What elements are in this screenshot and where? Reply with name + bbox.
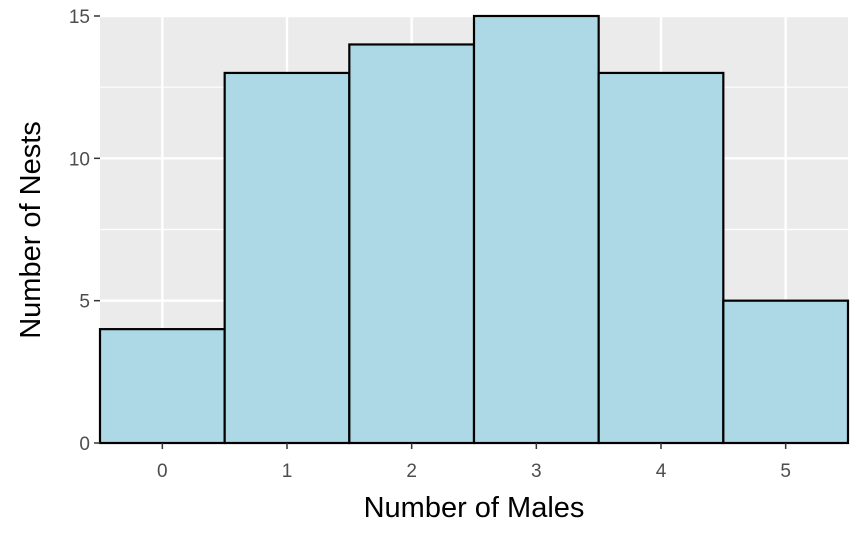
y-tick-label: 15 [69, 7, 90, 28]
axes: 0 5 10 15 0 1 2 3 4 5 [69, 7, 791, 482]
y-tick-label: 10 [69, 149, 90, 170]
bar-0 [98, 328, 226, 445]
bar-4 [597, 71, 725, 445]
bar-1 [223, 71, 351, 445]
x-tick-label: 0 [157, 461, 168, 482]
bar-3 [472, 14, 600, 445]
x-axis-title: Number of Males [364, 492, 585, 524]
y-tick-label: 5 [79, 292, 90, 313]
y-axis-title: Number of Nests [15, 121, 47, 339]
x-tick-label: 1 [282, 461, 293, 482]
y-tick-label: 0 [79, 434, 90, 455]
bar-2 [348, 43, 476, 445]
x-tick-label: 3 [531, 461, 542, 482]
x-tick-label: 2 [406, 461, 417, 482]
x-tick-label: 4 [656, 461, 667, 482]
bars [98, 14, 850, 445]
x-tick-label: 5 [780, 461, 791, 482]
bar-5 [722, 299, 850, 445]
